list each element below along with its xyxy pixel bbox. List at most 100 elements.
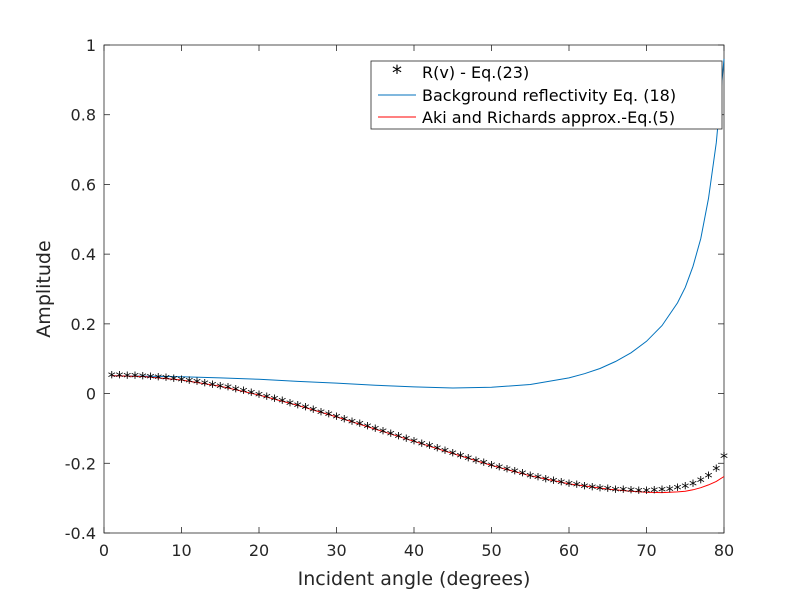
data-point-marker: *	[278, 393, 286, 412]
data-point-marker: *	[325, 407, 333, 426]
data-point-marker: *	[371, 421, 379, 440]
legend-label-aki-richards: Aki and Richards approx.-Eq.(5)	[422, 108, 675, 127]
x-tick-label: 40	[404, 541, 424, 560]
x-tick-label: 20	[249, 541, 269, 560]
y-tick-label: 0.2	[71, 315, 96, 334]
data-point-marker: *	[557, 475, 565, 494]
data-point-marker: *	[433, 441, 441, 460]
data-point-marker: *	[495, 460, 503, 479]
data-point-marker: *	[395, 428, 403, 447]
data-point-marker: *	[116, 367, 124, 386]
data-point-marker: *	[294, 397, 302, 416]
series-line-aki-and-richards-approx-eq-5	[111, 375, 725, 494]
data-point-marker: *	[387, 426, 395, 445]
series-markers-r-v-eq-23: * * * * * * * * * * * * * * * * * * * * * * * * * * * * * * * * * * * * * * * *…	[108, 367, 728, 501]
data-point-marker: *	[457, 448, 465, 467]
data-point-marker: *	[488, 457, 496, 476]
data-point-marker: *	[232, 381, 240, 400]
data-point-marker: *	[247, 385, 255, 404]
data-point-marker: *	[379, 424, 387, 443]
data-point-marker: *	[224, 380, 232, 399]
data-point-marker: *	[178, 372, 186, 391]
data-point-marker: *	[340, 411, 348, 430]
data-point-marker: *	[286, 395, 294, 414]
data-point-marker: *	[209, 377, 217, 396]
data-point-marker: *	[123, 368, 131, 387]
data-point-marker: *	[720, 448, 728, 467]
series-line-background-reflectivity-eq-18	[111, 58, 725, 389]
legend-marker-r-v: *	[392, 61, 402, 85]
legend: * R(v) - Eq.(23) Background reflectivity…	[370, 60, 723, 130]
data-point-marker: *	[627, 483, 635, 502]
data-point-marker: *	[185, 373, 193, 392]
data-point-marker: *	[216, 378, 224, 397]
data-point-marker: *	[681, 478, 689, 497]
data-point-marker: *	[193, 374, 201, 393]
x-tick-label: 70	[636, 541, 656, 560]
legend-label-r-v: R(v) - Eq.(23)	[422, 63, 529, 82]
data-point-marker: *	[402, 431, 410, 450]
data-point-marker: *	[201, 376, 209, 395]
data-point-marker: *	[503, 462, 511, 481]
data-point-marker: *	[619, 482, 627, 501]
data-point-marker: *	[271, 391, 279, 410]
data-point-marker: *	[705, 468, 713, 487]
legend-label-background: Background reflectivity Eq. (18)	[422, 86, 676, 105]
data-point-marker: *	[441, 443, 449, 462]
x-tick-label: 50	[481, 541, 501, 560]
y-tick-label: 0.4	[71, 245, 96, 264]
data-point-marker: *	[410, 433, 418, 452]
data-point-marker: *	[263, 389, 271, 408]
x-tick-label: 80	[714, 541, 734, 560]
data-point-marker: *	[418, 436, 426, 455]
data-point-marker: *	[511, 464, 519, 483]
data-point-marker: *	[573, 477, 581, 496]
data-point-marker: *	[658, 482, 666, 501]
data-point-marker: *	[596, 480, 604, 499]
data-point-marker: *	[255, 387, 263, 406]
data-point-marker: *	[154, 370, 162, 389]
data-point-marker: *	[309, 402, 317, 421]
x-tick-label: 10	[171, 541, 191, 560]
data-point-marker: *	[472, 453, 480, 472]
data-point-marker: *	[697, 472, 705, 491]
data-point-marker: *	[139, 369, 147, 388]
data-point-marker: *	[519, 466, 527, 485]
x-tick-label: 60	[559, 541, 579, 560]
y-tick-label: 0.8	[71, 106, 96, 125]
y-axis-label: Amplitude	[33, 240, 55, 337]
data-point-marker: *	[302, 400, 310, 419]
data-point-marker: *	[147, 369, 155, 388]
data-point-marker: *	[650, 483, 658, 502]
data-point-marker: *	[550, 473, 558, 492]
data-point-marker: *	[240, 383, 248, 402]
data-point-marker: *	[108, 367, 116, 386]
x-tick-label: 0	[99, 541, 109, 560]
data-point-marker: *	[317, 404, 325, 423]
y-tick-label: 0.6	[71, 175, 96, 194]
data-point-marker: *	[170, 371, 178, 390]
ticks-layer: 0 10 20 30 40 50 60 70 80 -0.4 -0.2 0 0.2 0.4 0.6 0.8 1	[65, 36, 734, 560]
data-point-marker: *	[635, 483, 643, 502]
data-point-marker: *	[689, 476, 697, 495]
data-point-marker: *	[604, 481, 612, 500]
data-point-marker: *	[565, 476, 573, 495]
data-point-marker: *	[526, 468, 534, 487]
series-layer: * * * * * * * * * * * * * * * * * * * * * * * * * * * * * * * * * * * * * * * *…	[108, 58, 728, 502]
y-tick-label: -0.4	[65, 524, 96, 543]
y-tick-label: 0	[86, 385, 96, 404]
data-point-marker: *	[674, 480, 682, 499]
data-point-marker: *	[542, 471, 550, 490]
data-point-marker: *	[449, 446, 457, 465]
data-point-marker: *	[666, 481, 674, 500]
data-point-marker: *	[131, 368, 139, 387]
x-axis-label: Incident angle (degrees)	[298, 568, 531, 590]
data-point-marker: *	[712, 461, 720, 480]
data-point-marker: *	[464, 450, 472, 469]
data-point-marker: *	[612, 482, 620, 501]
x-tick-label: 30	[326, 541, 346, 560]
data-point-marker: *	[348, 414, 356, 433]
data-point-marker: *	[333, 409, 341, 428]
data-point-marker: *	[588, 479, 596, 498]
